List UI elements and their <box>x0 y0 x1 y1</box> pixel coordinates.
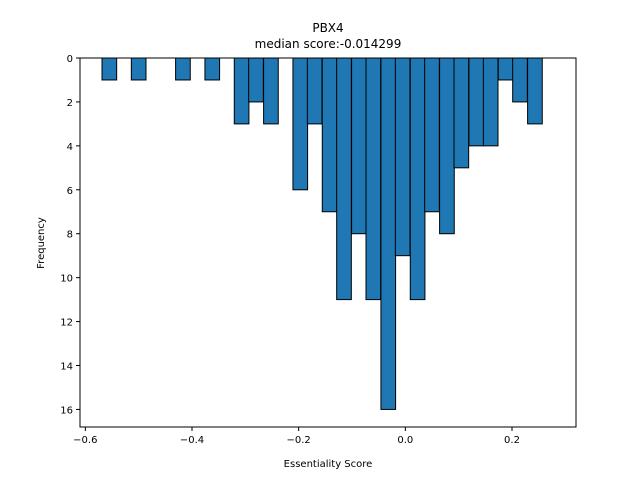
x-tick-label: −0.4 <box>180 435 204 446</box>
histogram-bar <box>468 57 485 147</box>
histogram-bar <box>424 57 440 213</box>
x-tick-label: −0.2 <box>287 435 311 446</box>
histogram-bar <box>130 57 147 81</box>
histogram-bar <box>321 57 338 213</box>
histogram-bar <box>306 57 323 125</box>
histogram-bar <box>380 57 397 410</box>
x-tick-label: −0.6 <box>73 435 97 446</box>
chart-subtitle: median score:-0.014299 <box>255 37 402 51</box>
plot-area-frame <box>79 57 577 428</box>
histogram-bar <box>497 57 514 81</box>
histogram-bar <box>233 57 250 125</box>
histogram-bar <box>527 57 543 125</box>
y-tick-label: 4 <box>67 142 73 153</box>
histogram-bar <box>394 57 411 257</box>
histogram-bar <box>204 57 221 81</box>
x-tick-label: 0.2 <box>504 435 520 446</box>
histogram-bar <box>439 57 455 235</box>
y-tick-label: 12 <box>60 318 73 329</box>
histogram-bar <box>248 57 264 103</box>
histogram-bar <box>409 57 426 301</box>
histogram-bar <box>101 57 118 81</box>
y-axis-label: Frequency <box>36 217 47 269</box>
x-tick-label: 0.0 <box>397 435 413 446</box>
histogram-bar <box>175 57 191 81</box>
y-tick-label: 0 <box>67 54 73 65</box>
bars-group <box>101 57 543 410</box>
histogram-bar <box>351 57 367 235</box>
histogram-bar <box>482 57 499 147</box>
histogram-bar <box>336 57 352 301</box>
y-tick-label: 10 <box>60 274 73 285</box>
histogram-bar <box>453 57 470 169</box>
y-tick-label: 16 <box>60 405 73 416</box>
histogram-bar <box>512 57 528 103</box>
histogram-bar <box>365 57 382 301</box>
y-tick-label: 14 <box>60 362 73 373</box>
y-tick-label: 6 <box>67 186 73 197</box>
x-axis: −0.6 −0.4 −0.2 0.0 0.2 <box>73 427 520 446</box>
histogram-bar <box>292 57 309 191</box>
y-tick-label: 2 <box>67 98 73 109</box>
y-axis: 0 2 4 6 8 10 12 14 16 <box>60 54 80 416</box>
histogram-bar <box>263 57 279 125</box>
y-tick-label: 8 <box>67 230 73 241</box>
chart-title: PBX4 <box>312 21 343 35</box>
x-axis-label: Essentiality Score <box>284 459 373 470</box>
